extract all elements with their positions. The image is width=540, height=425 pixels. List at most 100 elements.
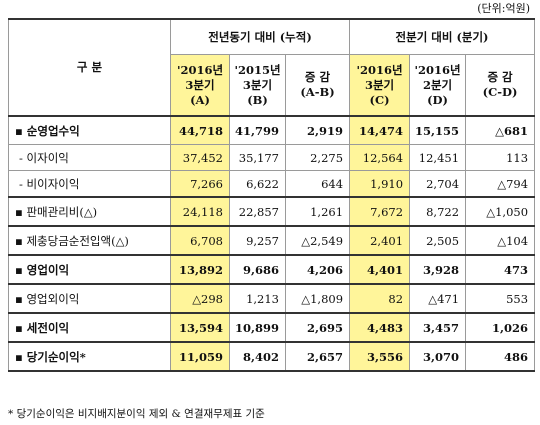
cell-ab: 4,206 <box>284 254 351 285</box>
col-c-line2: 3분기 <box>364 77 395 92</box>
col-c-line3: (C) <box>369 92 390 107</box>
row-label: ▪ 영업이익 <box>8 254 171 285</box>
col-d-line2: 2분기 <box>422 77 453 92</box>
cell-cd: △794 <box>465 170 536 198</box>
cell-a: 24,118 <box>170 196 230 227</box>
cell-c: 4,401 <box>349 254 411 285</box>
cell-cd: 553 <box>465 283 536 314</box>
header-row-groups: 구 분 전년동기 대비 (누적) 전분기 대비 (분기) <box>8 18 536 117</box>
cell-cd: 473 <box>465 254 536 285</box>
row-label: ▪ 순영업수익 <box>8 115 171 145</box>
row-label-text: - 비이자이익 <box>19 176 80 191</box>
cell-c: 12,564 <box>349 144 411 171</box>
cell-a: 13,892 <box>170 254 230 285</box>
col-b-line3: (B) <box>247 92 268 107</box>
col-header-cd: 증 감 (C-D) <box>465 54 536 117</box>
cell-c: 1,910 <box>349 170 411 198</box>
cell-b: 9,686 <box>229 254 286 285</box>
cell-cd: 1,026 <box>465 312 536 343</box>
table-row: ▪ 세전이익 13,594 10,899 2,695 4,483 3,457 1… <box>8 312 536 343</box>
cell-ab: 2,919 <box>284 115 351 145</box>
cell-d: 12,451 <box>409 144 467 171</box>
financial-table-container: 구 분 전년동기 대비 (누적) 전분기 대비 (분기) '2016년 3분기 … <box>8 18 536 372</box>
table-row: ▪ 영업이익 13,892 9,686 4,206 4,401 3,928 47… <box>8 254 536 285</box>
table-row: ▪ 영업외이익 △298 1,213 △1,809 82 △471 553 <box>8 283 536 314</box>
table-row: - 이자이익 37,452 35,177 2,275 12,564 12,451… <box>8 144 536 171</box>
row-label: ▪ 제충당금순전입액(△) <box>8 225 171 256</box>
cell-d: 8,722 <box>409 196 467 227</box>
table-row: ▪ 제충당금순전입액(△) 6,708 9,257 △2,549 2,401 2… <box>8 225 536 256</box>
cell-a: 6,708 <box>170 225 230 256</box>
row-label: ▪ 영업외이익 <box>8 283 171 314</box>
cell-c: 3,556 <box>349 341 411 372</box>
cell-a: △298 <box>170 283 230 314</box>
row-label: - 이자이익 <box>8 144 171 171</box>
cell-ab: 644 <box>284 170 351 198</box>
cell-cd: △104 <box>465 225 536 256</box>
cell-c: 82 <box>349 283 411 314</box>
cell-cd: △681 <box>465 115 536 145</box>
cell-ab: 2,657 <box>284 341 351 372</box>
col-header-c: '2016년 3분기 (C) <box>349 54 411 117</box>
col-ab-line1: 증 감 <box>304 70 331 84</box>
cell-b: 8,402 <box>229 341 286 372</box>
col-header-d: '2016년 2분기 (D) <box>409 54 467 117</box>
cell-a: 37,452 <box>170 144 230 171</box>
col-b-line1: '2015년 <box>234 62 281 77</box>
cell-b: 1,213 <box>229 283 286 314</box>
col-header-b: '2015년 3분기 (B) <box>229 54 286 117</box>
table-row: ▪ 순영업수익 44,718 41,799 2,919 14,474 15,15… <box>8 115 536 145</box>
financial-summary-table: 구 분 전년동기 대비 (누적) 전분기 대비 (분기) '2016년 3분기 … <box>8 18 536 372</box>
unit-label: (단위:억원) <box>477 2 530 15</box>
col-cd-line2: (C-D) <box>482 85 518 99</box>
cell-a: 7,266 <box>170 170 230 198</box>
col-b-line2: 3분기 <box>242 77 273 92</box>
cell-b: 10,899 <box>229 312 286 343</box>
row-label: ▪ 세전이익 <box>8 312 171 343</box>
cell-d: 3,457 <box>409 312 467 343</box>
cell-c: 14,474 <box>349 115 411 145</box>
cell-d: 15,155 <box>409 115 467 145</box>
cell-d: 2,704 <box>409 170 467 198</box>
qoq-group-header: 전분기 대비 (분기) <box>349 18 536 55</box>
cell-b: 9,257 <box>229 225 286 256</box>
cell-ab: 2,275 <box>284 144 351 171</box>
row-label: ▪ 당기순이익* <box>8 341 171 372</box>
cell-b: 41,799 <box>229 115 286 145</box>
cell-d: 3,070 <box>409 341 467 372</box>
table-row: - 비이자이익 7,266 6,622 644 1,910 2,704 △794 <box>8 170 536 198</box>
cell-c: 4,483 <box>349 312 411 343</box>
cell-c: 2,401 <box>349 225 411 256</box>
row-label-text: - 이자이익 <box>19 150 69 165</box>
col-d-line3: (D) <box>427 92 448 107</box>
cell-b: 6,622 <box>229 170 286 198</box>
cell-d: 3,928 <box>409 254 467 285</box>
yoy-group-header: 전년동기 대비 (누적) <box>169 18 351 55</box>
col-c-line1: '2016년 <box>356 62 403 77</box>
cell-d: △471 <box>409 283 467 314</box>
cell-b: 22,857 <box>229 196 286 227</box>
col-a-line3: (A) <box>190 92 210 107</box>
category-header: 구 분 <box>8 18 171 117</box>
col-header-a: '2016년 3분기 (A) <box>170 54 230 117</box>
cell-a: 44,718 <box>170 115 230 145</box>
cell-ab: △2,549 <box>284 225 351 256</box>
cell-a: 13,594 <box>170 312 230 343</box>
col-d-line1: '2016년 <box>414 62 461 77</box>
cell-ab: 2,695 <box>284 312 351 343</box>
row-label: - 비이자이익 <box>8 170 171 198</box>
footnote: * 당기순이익은 비지배지분이익 제외 & 연결재무제표 기준 <box>8 408 265 420</box>
cell-a: 11,059 <box>170 341 230 372</box>
cell-b: 35,177 <box>229 144 286 171</box>
col-ab-line2: (A-B) <box>300 85 335 99</box>
cell-ab: 1,261 <box>284 196 351 227</box>
header-row-columns: '2016년 3분기 (A) '2015년 3분기 (B) 증 감 (A-B) … <box>8 54 536 117</box>
cell-cd: △1,050 <box>465 196 536 227</box>
col-a-line2: 3분기 <box>185 77 215 92</box>
table-row: ▪ 판매관리비(△) 24,118 22,857 1,261 7,672 8,7… <box>8 196 536 227</box>
row-label: ▪ 판매관리비(△) <box>8 196 171 227</box>
cell-ab: △1,809 <box>284 283 351 314</box>
col-cd-line1: 증 감 <box>487 70 513 84</box>
cell-d: 2,505 <box>409 225 467 256</box>
cell-cd: 486 <box>465 341 536 372</box>
